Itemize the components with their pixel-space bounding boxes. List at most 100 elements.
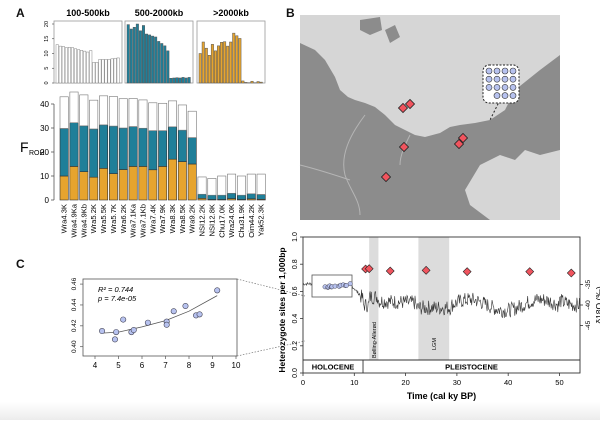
d18o-tick-label: -35	[585, 280, 592, 290]
inset-sample-dot	[510, 93, 516, 99]
scatter-point	[99, 328, 104, 333]
froh-bar-segment	[80, 95, 88, 126]
inset-sample-dot	[494, 93, 500, 99]
scatter-point	[145, 320, 150, 325]
froh-bar-segment	[168, 101, 176, 127]
inset-sample-dot	[486, 84, 492, 90]
froh-bar-segment	[257, 174, 265, 194]
scatter-point	[171, 309, 176, 314]
time-y-tick-label: 0.8	[292, 259, 299, 269]
froh-bar-segment	[139, 100, 147, 128]
froh-bar-segment	[208, 178, 216, 195]
d18o-tick-label: -45	[585, 320, 592, 330]
site-map	[300, 15, 560, 220]
time-x-tick-label: 40	[504, 378, 512, 387]
froh-bar-segment	[99, 125, 107, 168]
scatter-x-tick-label: 6	[140, 361, 145, 370]
shaded-period-label: LGM	[432, 338, 438, 350]
time-x-tick-label: 20	[401, 378, 409, 387]
sample-age-marker	[386, 267, 394, 275]
froh-bar-segment	[159, 103, 167, 130]
froh-bar-segment	[109, 97, 117, 127]
scatter-point	[131, 327, 136, 332]
epoch-label: HOLOCENE	[312, 363, 355, 372]
scatter-y-tick-label: 0.42	[71, 319, 78, 332]
froh-bar-segment	[218, 195, 226, 199]
froh-bar-segment	[188, 138, 196, 164]
froh-y-tick-label: 40	[40, 100, 49, 109]
time-y-tick-label: 1.0	[292, 232, 299, 242]
froh-bar-segment	[60, 176, 68, 200]
inset-sample-dot	[510, 68, 516, 74]
froh-bar-segment	[129, 166, 137, 200]
froh-category-label: Wra4.9Ka	[70, 203, 79, 237]
froh-y-tick-label: 10	[40, 172, 49, 181]
froh-y-tick-label: 0	[45, 196, 50, 205]
froh-bar-segment	[129, 98, 137, 126]
inset-sample-dot	[494, 84, 500, 90]
inset-sample-dot	[494, 68, 500, 74]
time-y-tick-label: 0.0	[292, 368, 299, 378]
scatter-point	[164, 322, 169, 327]
froh-bar-segment	[90, 100, 98, 129]
scatter-x-tick-label: 7	[163, 361, 168, 370]
scatter-y-tick-label: 0.46	[71, 277, 78, 290]
scatter-point	[183, 303, 188, 308]
inset-sample-dot	[494, 76, 500, 82]
epoch-label: PLEISTOCENE	[445, 363, 498, 372]
froh-bar-segment	[188, 164, 196, 200]
scatter-x-tick-label: 9	[210, 361, 215, 370]
shaded-period-label: Bølling-Allerød	[372, 322, 378, 358]
froh-bar-segment	[119, 99, 127, 128]
time-x-tick-label: 10	[350, 378, 358, 387]
froh-bar-segment	[168, 159, 176, 200]
froh-category-label: Wra8.3K	[168, 204, 177, 233]
froh-bar-segment	[80, 126, 88, 172]
inset-scatter-point	[333, 284, 337, 288]
scatter-x-tick-label: 5	[116, 361, 121, 370]
froh-y-tick-label: 30	[40, 124, 49, 133]
froh-bar-segment	[247, 194, 255, 199]
froh-bar-segment	[70, 92, 78, 123]
time-x-tick-label: 30	[453, 378, 461, 387]
d18o-tick-label: -40	[585, 300, 592, 310]
time-x-tick-label: 0	[301, 378, 305, 387]
froh-bar-segment	[218, 176, 226, 195]
froh-y-axis-label-sub: ROH	[29, 150, 45, 157]
froh-category-label: Wra7.4K	[148, 204, 157, 233]
scatter-point	[215, 288, 220, 293]
froh-bar-segment	[70, 166, 78, 200]
froh-bar-segment	[237, 176, 245, 195]
scatter-point	[121, 317, 126, 322]
froh-bar-segment	[198, 194, 206, 198]
inset-sample-dot	[502, 93, 508, 99]
scatter-y-tick-label: 0.44	[71, 298, 78, 311]
froh-bar-segment	[60, 97, 68, 129]
froh-category-label: NSI12.8K	[207, 204, 216, 237]
inset-sample-dot	[510, 84, 516, 90]
froh-bar-segment	[149, 103, 157, 131]
bottom-fade	[0, 402, 600, 420]
froh-bar-segment	[227, 193, 235, 198]
froh-bar-segment	[237, 195, 245, 199]
froh-bar-segment	[178, 105, 186, 130]
froh-category-label: Oim44.2K	[247, 204, 256, 238]
froh-category-label: Wra7.1Ka	[129, 203, 138, 237]
froh-category-label: Wra8.5K	[178, 204, 187, 233]
inset-sample-dot	[486, 76, 492, 82]
froh-bar-segment	[70, 123, 78, 167]
inset-scatter-point	[348, 281, 352, 285]
froh-bar-segment	[188, 111, 196, 137]
froh-y-axis-label: F	[20, 139, 29, 155]
time-y-tick-label: 0.2	[292, 341, 299, 351]
froh-bar-segment	[80, 172, 88, 200]
froh-category-label: Chu17.0K	[217, 204, 226, 238]
froh-category-label: Yak52.3K	[257, 204, 266, 236]
froh-bar-segment	[257, 194, 265, 199]
froh-category-label: Wra4.9Kb	[79, 204, 88, 238]
inset-sample-dot	[486, 68, 492, 74]
scatter-x-tick-label: 10	[232, 361, 241, 370]
froh-bar-segment	[109, 126, 117, 174]
time-y-tick-label: 0.4	[292, 314, 299, 324]
